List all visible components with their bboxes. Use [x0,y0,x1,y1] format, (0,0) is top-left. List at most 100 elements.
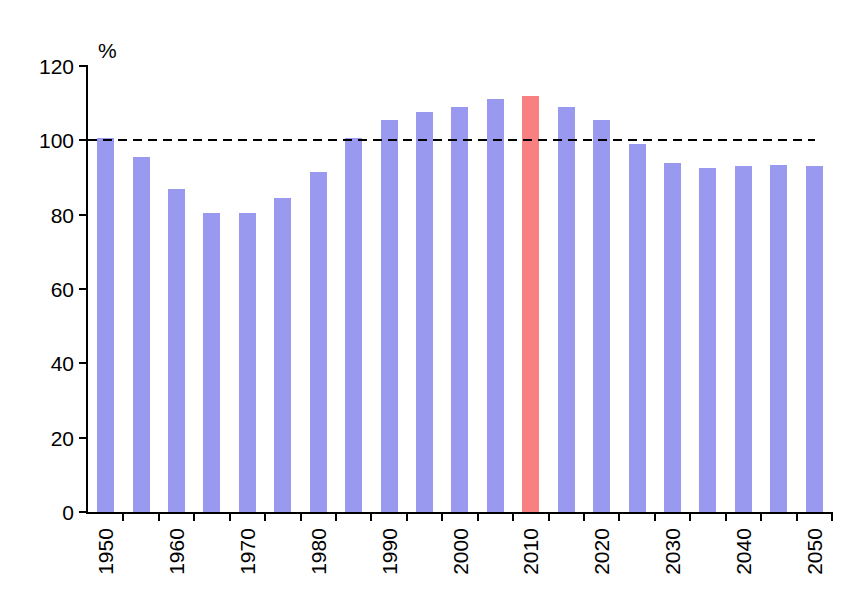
bar-cell-1970 [230,66,265,512]
y-axis-label-60: 60 [51,279,74,300]
x-axis-tick [725,512,727,521]
bar-1985 [345,138,362,512]
x-axis-tick [796,512,798,521]
x-axis-tick [264,512,266,521]
bar-1965 [203,213,220,512]
x-axis-tick [406,512,408,521]
bar-cell-1965 [194,66,229,512]
bar-1995 [416,112,433,512]
x-axis-label-2000: 2000 [431,522,489,580]
x-axis-tick [370,512,372,521]
bar-2025 [629,144,646,512]
bar-cell-1985 [336,66,371,512]
bar-2050 [806,166,823,512]
x-axis-label-text: 2000 [450,528,471,575]
x-axis-tick [760,512,762,521]
x-axis-label-text: 1990 [379,528,400,575]
x-axis-label-text: 1950 [95,528,116,575]
x-axis-label-text: 1980 [308,528,329,575]
reference-line-100pct [88,139,815,141]
x-axis-label-text: 2040 [733,528,754,575]
bar-cell-2010 [513,66,548,512]
bar-cell-2015 [548,66,583,512]
y-axis-label-100: 100 [39,130,74,151]
x-axis-tick [689,512,691,521]
bar-cell-2035 [690,66,725,512]
y-axis-unit-label: % [98,40,117,61]
bar-cell-2030 [655,66,690,512]
bars-layer [88,66,832,512]
y-axis-tick [79,288,88,290]
x-axis-tick [548,512,550,521]
x-axis-label-1980: 1980 [289,522,347,580]
bar-1950 [97,138,114,512]
x-axis-tick [300,512,302,521]
x-axis-label-1960: 1960 [148,522,206,580]
x-axis-line [86,512,832,514]
y-axis-tick [79,437,88,439]
bar-cell-2050 [796,66,831,512]
bar-2005 [487,99,504,512]
bar-2040 [735,166,752,512]
y-axis-tick [79,362,88,364]
bar-2035 [699,168,716,512]
bar-1980 [310,172,327,512]
bar-1960 [168,189,185,512]
bar-1975 [274,198,291,512]
x-axis-label-2040: 2040 [714,522,772,580]
bar-cell-1995 [407,66,442,512]
bar-cell-2000 [442,66,477,512]
x-axis-label-2050: 2050 [785,522,843,580]
bar-1970 [239,213,256,512]
y-axis-tick [79,214,88,216]
bar-2045 [770,165,787,513]
x-axis-label-text: 2050 [804,528,825,575]
x-axis-label-text: 2020 [591,528,612,575]
bar-cell-1955 [123,66,158,512]
y-axis-label-120: 120 [39,56,74,77]
x-axis-tick [193,512,195,521]
y-axis-tick [79,139,88,141]
x-axis-tick [583,512,585,521]
x-axis-tick [335,512,337,521]
chart-screenshot: % 1950 1960 1970 1980 1990 2000 2010 2020 2030 20… [0,0,852,614]
bar-cell-2025 [619,66,654,512]
x-axis-label-1990: 1990 [360,522,418,580]
x-axis-tick [441,512,443,521]
x-axis-tick [831,512,833,521]
bar-1990 [381,120,398,512]
bar-2020 [593,120,610,512]
bar-cell-1950 [88,66,123,512]
y-axis-tick [79,65,88,67]
x-axis-tick [512,512,514,521]
x-axis-label-1970: 1970 [218,522,276,580]
x-axis-label-text: 1970 [237,528,258,575]
x-axis-tick [158,512,160,521]
bar-cell-1990 [371,66,406,512]
bar-cell-2045 [761,66,796,512]
x-axis-tick [477,512,479,521]
x-axis-label-1950: 1950 [77,522,135,580]
bar-cell-2020 [584,66,619,512]
x-axis-tick [654,512,656,521]
x-axis-tick [618,512,620,521]
bar-cell-2040 [726,66,761,512]
x-axis-label-text: 1960 [166,528,187,575]
x-axis-label-2030: 2030 [644,522,702,580]
y-axis-label-0: 0 [62,502,74,523]
bar-2030 [664,163,681,512]
x-axis-label-text: 2010 [520,528,541,575]
bar-2000 [451,107,468,512]
x-axis-label-2020: 2020 [573,522,631,580]
x-axis-tick [229,512,231,521]
bar-cell-1975 [265,66,300,512]
x-axis-label-text: 2030 [662,528,683,575]
y-axis-label-20: 20 [51,427,74,448]
y-axis-label-40: 40 [51,353,74,374]
bar-1955 [133,157,150,512]
x-axis-tick [122,512,124,521]
y-axis-tick [79,511,88,513]
bar-cell-1980 [301,66,336,512]
highlighted-bar-2010 [522,96,539,512]
plot-area: % 19501960197019801990200020102020203020… [88,66,832,512]
